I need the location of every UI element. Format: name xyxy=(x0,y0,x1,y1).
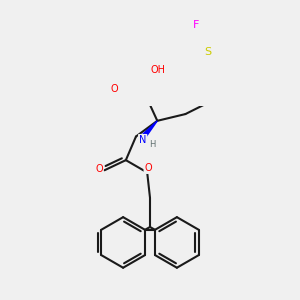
Text: N: N xyxy=(139,135,146,145)
Polygon shape xyxy=(140,121,157,140)
Text: O: O xyxy=(111,84,119,94)
Text: S: S xyxy=(204,47,211,57)
Text: O: O xyxy=(145,163,152,173)
Text: OH: OH xyxy=(150,65,165,75)
Text: O: O xyxy=(95,164,103,174)
Text: F: F xyxy=(193,20,199,30)
Text: H: H xyxy=(150,140,156,149)
